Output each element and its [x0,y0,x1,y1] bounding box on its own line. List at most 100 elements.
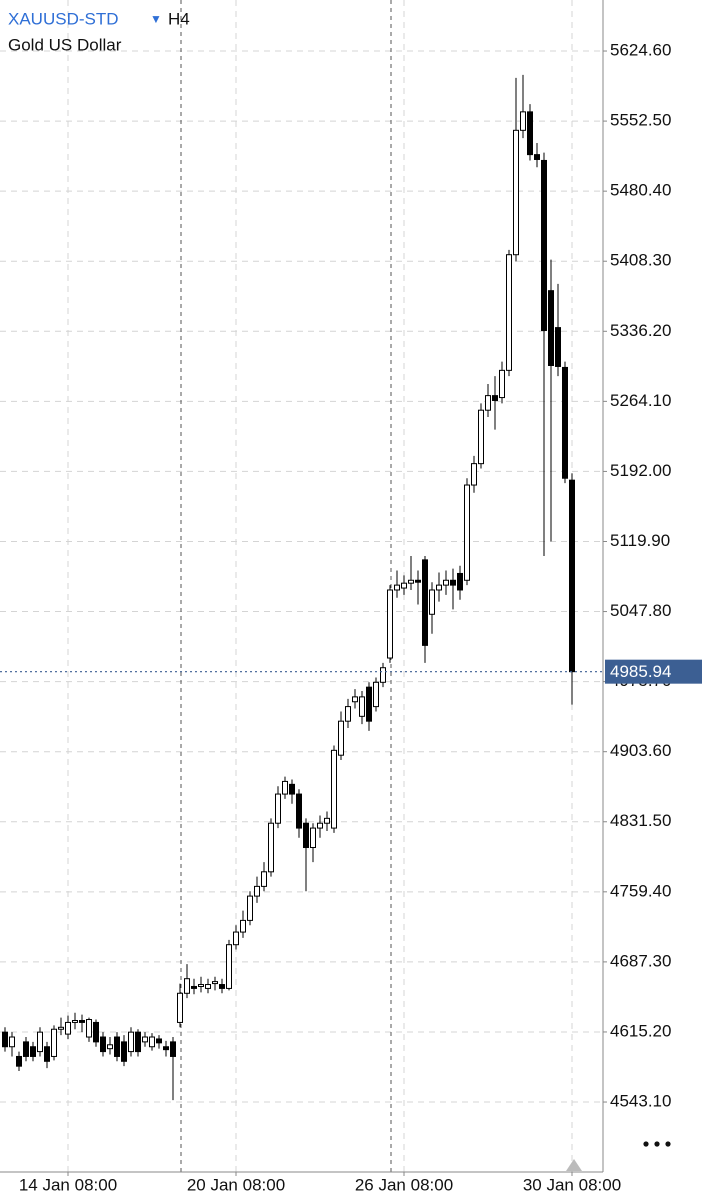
candle-body [331,749,337,829]
candle-body [366,686,372,722]
scroll-marker[interactable] [566,1159,582,1171]
candle-body [464,484,470,581]
candle-body [310,827,316,849]
candle-body [513,129,519,256]
candle-body [142,1036,148,1043]
symbol-dropdown-icon[interactable]: ▼ [150,12,162,26]
candle-body [107,1044,113,1050]
candle-body [324,817,330,824]
candle-body [443,579,449,586]
candle-body [226,944,232,989]
candle-body [65,1021,71,1035]
candle-body [450,579,456,586]
candle-body [541,159,547,332]
candle-body [156,1038,162,1044]
candle-body [58,1026,64,1030]
candle-body [184,978,190,994]
candle-body [422,559,428,646]
candle-body [247,895,253,921]
candle-body [198,984,204,987]
candle-body [268,822,274,873]
y-tick-label: 5047.80 [610,601,671,620]
axes: 5624.60 5552.50 5480.40 5408.30 5336.20 5264.… [0,41,702,1194]
candle-body [205,984,211,989]
candle-body [429,589,435,615]
candle-body [170,1041,176,1057]
candle-body [387,589,393,659]
candle-body [2,1031,8,1048]
candle-body [23,1041,29,1057]
last-price-box [605,659,702,684]
candle-body [345,706,351,722]
candle-body [359,696,365,717]
x-tick-label: 14 Jan 08:00 [19,1175,117,1194]
candle-body [296,793,302,829]
candle-body [219,984,225,989]
symbol[interactable]: XAUUSD-STD [8,9,119,28]
candle-body [436,584,442,591]
candle-body [534,154,540,160]
candle-body [562,366,568,479]
timeframe[interactable]: H4 [168,9,190,28]
candle-body [415,579,421,583]
candle-body [37,1031,43,1053]
candle-body [527,111,533,156]
candle-body [100,1036,106,1053]
candle-body [135,1031,141,1053]
candle-body [471,463,477,486]
candle-body [240,919,246,933]
candle-body [149,1036,155,1048]
candle-body [394,584,400,591]
y-tick-label: 4687.30 [610,951,671,970]
candle-body [93,1021,99,1043]
candle-body [72,1019,78,1023]
candle-body [303,822,309,849]
candle-body [380,667,386,683]
candle-body [86,1019,92,1038]
x-tick-label: 26 Jan 08:00 [355,1175,453,1194]
candle-body [317,822,323,829]
candle-body [30,1046,36,1057]
candle-body [177,992,183,1023]
y-tick-label: 5119.90 [610,531,670,550]
candle-body [520,111,526,131]
symbol-description: Gold US Dollar [8,35,122,54]
candle-body [492,395,498,401]
y-tick-label: 5552.50 [610,111,671,130]
candle-body [569,479,575,673]
more-menu[interactable] [643,1141,671,1147]
y-tick-label: 4759.40 [610,881,671,900]
candle-body [191,985,197,989]
candle-body [275,793,281,824]
x-tick-label: 20 Jan 08:00 [187,1175,285,1194]
candle-body [352,696,358,703]
y-tick-label: 5624.60 [610,41,671,60]
candle-body [338,720,344,756]
candle-body [79,1019,85,1023]
candle-body [44,1046,50,1062]
candle-body [51,1028,57,1057]
candle-body [499,369,505,399]
candle-body [555,327,561,367]
y-tick-label: 5336.20 [610,321,671,340]
candle-body [485,395,491,411]
candle-body [16,1055,22,1067]
y-tick-label: 4903.60 [610,741,671,760]
candle-body [506,254,512,371]
candle-body [261,871,267,887]
candle-body [289,783,295,795]
candle-body [163,1046,169,1051]
dot [643,1141,649,1147]
x-tick-label: 30 Jan 08:00 [523,1175,621,1194]
dot [665,1141,671,1147]
candle-body [121,1041,127,1062]
candle-body [373,681,379,708]
last-price-label: 4985.94 [610,662,671,681]
candle-body [114,1036,120,1057]
y-tick-label: 4615.20 [610,1021,671,1040]
y-tick-label: 5480.40 [610,181,671,200]
candle-body [212,981,218,985]
candle-body [128,1031,134,1053]
